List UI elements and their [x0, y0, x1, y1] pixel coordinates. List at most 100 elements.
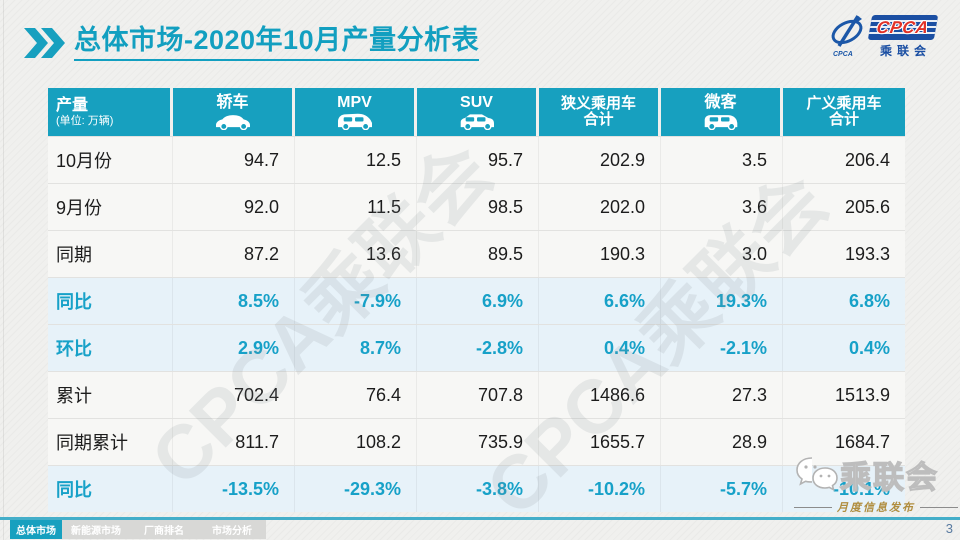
- value-cell: 8.5%: [173, 278, 295, 324]
- assoc-logo-block: 乘联会 月度信息发布: [794, 452, 958, 515]
- value-cell: 1684.7: [834, 431, 890, 452]
- value-cell: 28.9: [661, 419, 783, 465]
- value-cell: 202.0: [539, 184, 661, 230]
- cpca-wordmark-box: CPCA: [867, 15, 939, 40]
- value-cell: 3.5: [661, 137, 783, 183]
- assoc-name: 乘联会: [839, 459, 939, 495]
- column-sublabel: 合计: [583, 111, 614, 128]
- column-label: 微客: [704, 94, 737, 112]
- footer-tab-厂商排名[interactable]: 厂商排名: [130, 520, 198, 539]
- mpv-icon: [337, 113, 372, 130]
- table-row: 同期累计 811.7 108.2 735.9 1655.7 28.9 1684.7: [48, 418, 905, 465]
- value-cell: -13.5%: [173, 466, 295, 512]
- table-header-row: 产量 (单位: 万辆) 轿车 MPV SUV 狭义乘用车 合计 微客 广义乘用车 合计: [48, 88, 905, 136]
- page-number: 3: [945, 521, 953, 536]
- table-row: 10月份 94.7 12.5 95.7 202.9 3.5 206.4: [48, 136, 905, 183]
- row-label: 环比: [48, 325, 173, 371]
- column-header: MPV: [295, 88, 417, 136]
- column-label: SUV: [460, 94, 493, 112]
- column-header: 狭义乘用车 合计: [539, 88, 661, 136]
- value-cell: 735.9: [417, 419, 539, 465]
- value-cell: -5.7%: [661, 466, 783, 512]
- wechat-icon: [796, 456, 838, 491]
- value-cell: 190.3: [539, 231, 661, 277]
- row-label: 同比: [48, 278, 173, 324]
- table-row: 9月份 92.0 11.5 98.5 202.0 3.6 205.6: [48, 183, 905, 230]
- value-cell: 206.4: [844, 149, 890, 170]
- value-cell: 27.3: [661, 372, 783, 418]
- title-block: 总体市场-2020年10月产量分析表: [24, 25, 480, 61]
- column-label: MPV: [337, 94, 372, 112]
- table-row: 同比 -13.5% -29.3% -3.8% -10.2% -5.7% -10.1%: [48, 465, 905, 512]
- value-cell: 87.2: [173, 231, 295, 277]
- value-cell: -2.8%: [417, 325, 539, 371]
- value-cell: -3.8%: [417, 466, 539, 512]
- value-cell: 95.7: [417, 137, 539, 183]
- column-label: 狭义乘用车: [560, 94, 636, 112]
- value-cell: 0.4%: [539, 325, 661, 371]
- value-cell: 94.7: [173, 137, 295, 183]
- value-cell: 202.9: [539, 137, 661, 183]
- value-cell: -29.3%: [295, 466, 417, 512]
- monthly-tagline: 月度信息发布: [837, 502, 915, 514]
- footer-tab-新能源市场[interactable]: 新能源市场: [62, 520, 130, 539]
- suv-icon: [460, 114, 494, 130]
- value-cell: 811.7: [173, 419, 295, 465]
- cpca-name-cn: 乘联会: [879, 44, 931, 58]
- value-cell: 3.6: [661, 184, 783, 230]
- minibus-icon: [704, 114, 737, 130]
- value-cell: 13.6: [295, 231, 417, 277]
- value-cell: 98.5: [417, 184, 539, 230]
- footer-tab-市场分析[interactable]: 市场分析: [198, 520, 266, 539]
- value-cell: -2.1%: [661, 325, 783, 371]
- page-title: 总体市场-2020年10月产量分析表: [74, 25, 480, 61]
- left-edge-divider: [3, 0, 4, 540]
- corner-unit: (单位: 万辆): [56, 115, 114, 128]
- corner-header-cell: 产量 (单位: 万辆): [48, 88, 173, 136]
- value-cell: 1655.7: [539, 419, 661, 465]
- value-cell: 8.7%: [295, 325, 417, 371]
- footer-tab-总体市场[interactable]: 总体市场: [10, 520, 62, 539]
- value-cell: 19.3%: [661, 278, 783, 324]
- row-label: 9月份: [48, 184, 173, 230]
- column-header: 微客: [661, 88, 783, 136]
- value-cell: -10.2%: [539, 466, 661, 512]
- value-cell: 2.9%: [173, 325, 295, 371]
- row-label: 同期累计: [48, 419, 173, 465]
- cpca-swoosh-icon: CPCA: [831, 15, 863, 58]
- value-cell: 1486.6: [539, 372, 661, 418]
- row-label: 累计: [48, 372, 173, 418]
- production-table: 产量 (单位: 万辆) 轿车 MPV SUV 狭义乘用车 合计 微客 广义乘用车 合计 10月…: [48, 88, 905, 512]
- value-cell: 6.9%: [417, 278, 539, 324]
- value-cell: 12.5: [295, 137, 417, 183]
- row-label: 同期: [48, 231, 173, 277]
- row-label: 同比: [48, 466, 173, 512]
- value-cell: 108.2: [295, 419, 417, 465]
- column-header: SUV: [417, 88, 539, 136]
- swoosh-caption: CPCA: [833, 51, 853, 58]
- value-cell: 3.0: [661, 231, 783, 277]
- corner-label: 产量: [56, 96, 89, 114]
- cpca-wordmark: CPCA: [875, 17, 931, 37]
- sedan-icon: [215, 114, 250, 130]
- cpca-logo: CPCA CPCA 乘联会: [827, 14, 939, 60]
- table-row: 同比 8.5% -7.9% 6.9% 6.6% 19.3% 6.8%: [48, 277, 905, 324]
- footer-tabs: 总体市场 新能源市场 厂商排名 市场分析: [10, 520, 266, 539]
- column-label: 轿车: [216, 94, 249, 112]
- value-cell: 6.6%: [539, 278, 661, 324]
- value-cell: 11.5: [295, 184, 417, 230]
- value-cell: 92.0: [173, 184, 295, 230]
- value-cell: 6.8%: [848, 290, 890, 311]
- tagline-row: 月度信息发布: [794, 499, 958, 515]
- value-cell: 89.5: [417, 231, 539, 277]
- table-row: 环比 2.9% 8.7% -2.8% 0.4% -2.1% 0.4%: [48, 324, 905, 371]
- footer-accent-line: [0, 517, 960, 520]
- value-cell: 193.3: [844, 243, 890, 264]
- column-header: 轿车: [173, 88, 295, 136]
- value-cell: 702.4: [173, 372, 295, 418]
- value-cell: 1513.9: [834, 384, 890, 405]
- column-sublabel: 合计: [828, 111, 859, 128]
- value-cell: 76.4: [295, 372, 417, 418]
- value-cell: -7.9%: [295, 278, 417, 324]
